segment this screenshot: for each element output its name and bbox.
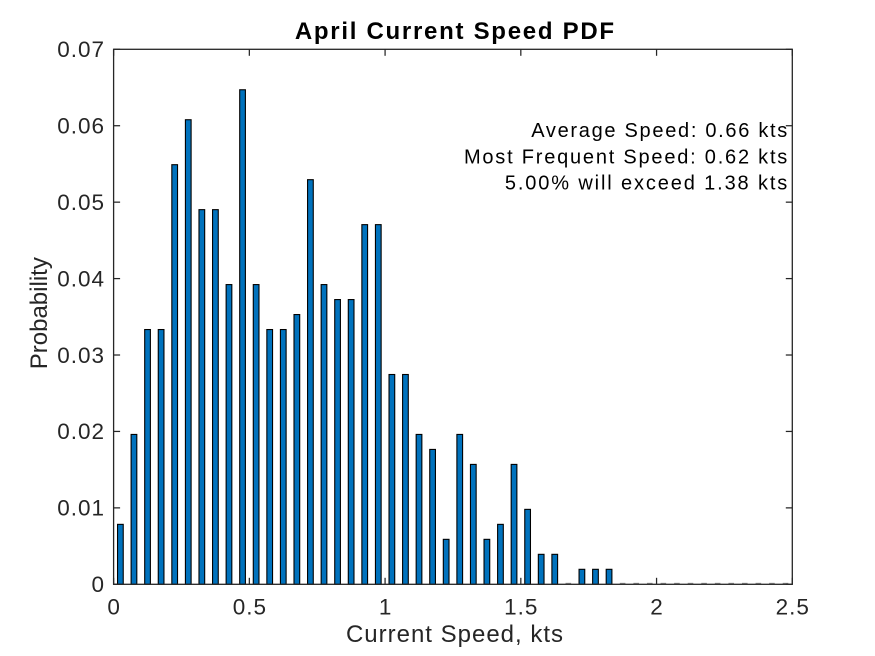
svg-text:1.5: 1.5: [504, 594, 538, 619]
svg-text:2.5: 2.5: [776, 594, 810, 619]
svg-text:0.04: 0.04: [57, 266, 105, 291]
svg-text:Probability: Probability: [26, 257, 53, 369]
svg-text:0.07: 0.07: [57, 37, 105, 62]
svg-text:0.5: 0.5: [233, 594, 267, 619]
svg-text:0.02: 0.02: [57, 419, 105, 444]
svg-text:0.03: 0.03: [57, 343, 105, 368]
svg-text:0.06: 0.06: [57, 114, 105, 139]
svg-text:April Current Speed PDF: April Current Speed PDF: [295, 18, 616, 45]
svg-text:Current Speed, kts: Current Speed, kts: [346, 621, 564, 648]
svg-text:5.00% will exceed 1.38 kts: 5.00% will exceed 1.38 kts: [505, 173, 789, 195]
svg-text:0.01: 0.01: [57, 496, 105, 521]
svg-text:Most Frequent Speed: 0.62 kts: Most Frequent Speed: 0.62 kts: [464, 146, 789, 168]
svg-text:2: 2: [650, 594, 664, 619]
svg-text:0: 0: [107, 594, 121, 619]
svg-text:0: 0: [91, 572, 105, 597]
svg-text:1: 1: [379, 594, 393, 619]
svg-text:Average Speed: 0.66 kts: Average Speed: 0.66 kts: [531, 120, 789, 142]
svg-text:0.05: 0.05: [57, 190, 105, 215]
